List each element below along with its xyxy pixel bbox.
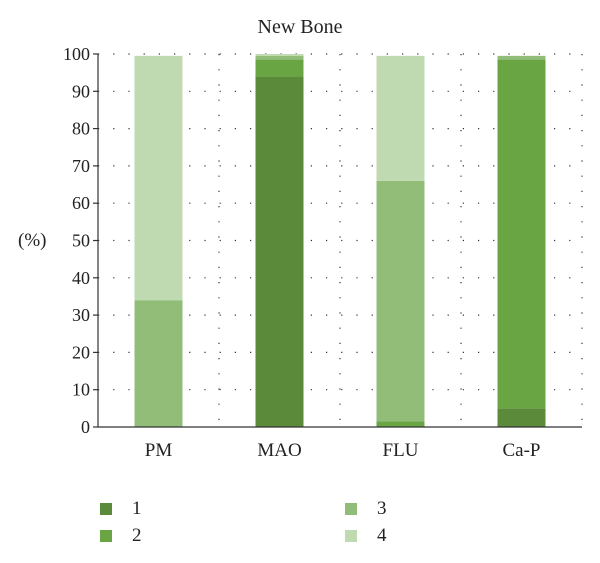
x-tick-label: FLU: [383, 440, 419, 461]
y-tick-label: 100: [63, 44, 90, 64]
y-tick-label: 60: [72, 193, 90, 213]
y-tick-label: 70: [72, 156, 90, 176]
bar-PM-series-4: [134, 55, 183, 301]
x-tick-label: MAO: [257, 440, 301, 461]
y-tick-label: 10: [72, 380, 90, 400]
bar-MAO-series-3: [255, 55, 304, 60]
bar-MAO-series-1: [255, 76, 304, 427]
x-tick-label: PM: [145, 440, 173, 461]
bar-Ca-P-series-1: [497, 408, 546, 427]
bar-FLU-series-4: [376, 55, 425, 181]
y-tick-label: 30: [72, 305, 90, 325]
bar-FLU-series-2: [376, 421, 425, 427]
y-tick-label: 0: [81, 417, 90, 437]
bar-MAO-series-4: [255, 54, 304, 56]
y-tick-label: 20: [72, 342, 90, 362]
x-tick-label: Ca-P: [503, 440, 541, 461]
y-tick-label: 80: [72, 119, 90, 139]
bar-FLU-series-3: [376, 180, 425, 422]
chart-title: New Bone: [257, 16, 343, 38]
y-axis-label: (%): [18, 230, 47, 251]
bar-PM-series-3: [134, 300, 183, 427]
bar-Ca-P-series-3: [497, 55, 546, 60]
y-tick-label: 50: [72, 231, 90, 251]
y-tick-label: 40: [72, 268, 90, 288]
bar-MAO-series-2: [255, 59, 304, 77]
bar-Ca-P-series-2: [497, 59, 546, 409]
y-tick-label: 90: [72, 81, 90, 101]
